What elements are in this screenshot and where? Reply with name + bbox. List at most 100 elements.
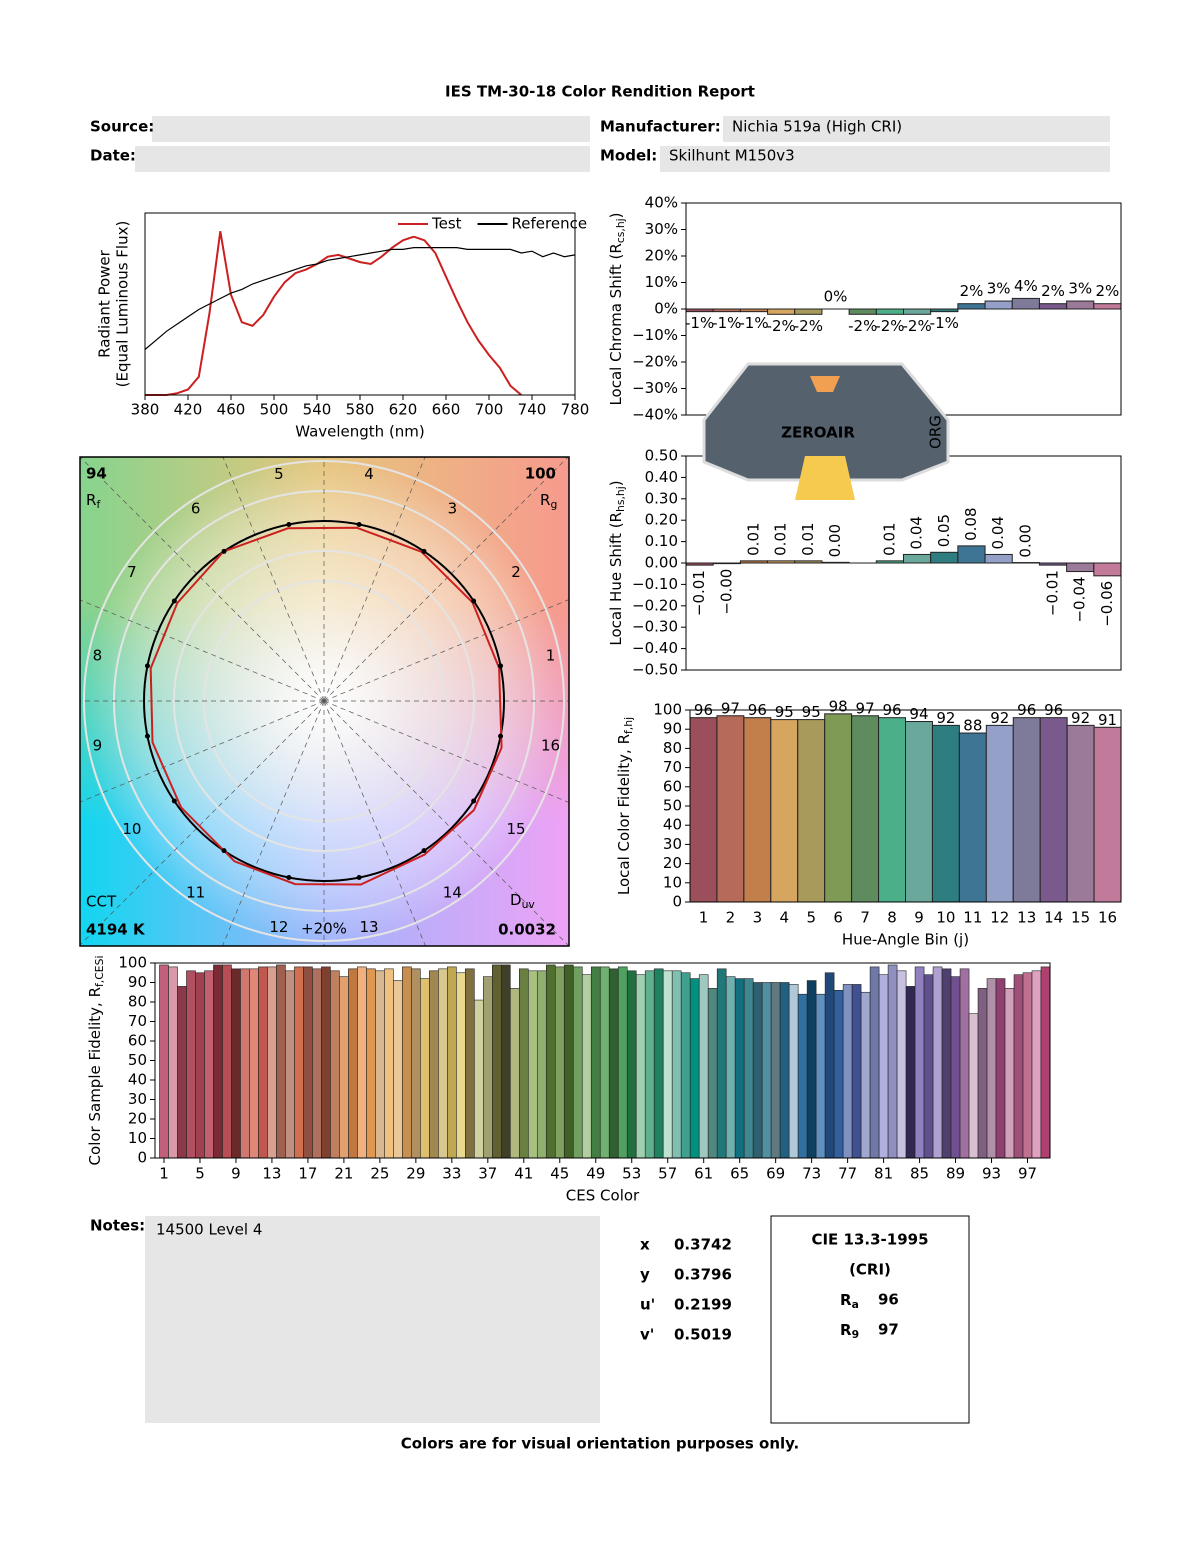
x-tick-label: 3 [753, 909, 763, 927]
bar [186, 970, 196, 1159]
field-box [152, 116, 590, 142]
x-tick-label: 620 [389, 401, 418, 419]
y-tick-label: 60 [128, 1032, 147, 1050]
x-tick-label: 740 [518, 401, 547, 419]
cri-symbol-sub: a [852, 1298, 859, 1311]
duv-label-sub: uv [522, 898, 536, 911]
bin-label: 6 [191, 499, 201, 517]
bar [285, 970, 295, 1159]
x-tick-label: 5 [806, 909, 816, 927]
y-tick-label: 60 [663, 777, 682, 795]
bar [767, 308, 796, 315]
cri-symbol-sub: 9 [852, 1328, 860, 1341]
x-tick-label: 21 [334, 1165, 353, 1183]
bar [1022, 972, 1033, 1159]
value-label: 0.01 [772, 522, 790, 555]
duv-value: 0.0032 [498, 921, 556, 939]
cri-value: 97 [878, 1321, 899, 1339]
bar [851, 715, 880, 903]
bar [501, 964, 511, 1159]
bar [923, 974, 934, 1159]
y-tick-label: 70 [128, 1012, 147, 1030]
bar [767, 560, 796, 564]
rg-value: 100 [525, 465, 556, 483]
cct-title: CCT [86, 893, 117, 911]
bar [833, 989, 844, 1159]
bar [689, 978, 700, 1159]
rg-label-sub: g [550, 498, 557, 511]
y-tick-label: 100 [653, 701, 682, 719]
y-tick-label: 10% [645, 273, 678, 291]
x-tick-label: 73 [802, 1165, 821, 1183]
x-tick-label: 97 [1018, 1165, 1037, 1183]
value-label: -2% [875, 317, 904, 335]
bin-label: 7 [127, 563, 137, 581]
bar [321, 966, 331, 1159]
bar [680, 972, 691, 1159]
y-axis-label-after: ) [607, 212, 625, 218]
y-axis-label-after: ) [607, 480, 625, 486]
bar-chart: -1%-1%-1%-2%-2%0%-2%-2%-2%-1%2% 3% 4% 2% 3% 2… [607, 194, 1122, 424]
x-tick-label: 69 [766, 1165, 785, 1183]
bin-label: 8 [93, 646, 103, 664]
bar [330, 970, 340, 1159]
bar [685, 308, 714, 313]
y-tick-label: 90 [128, 973, 147, 991]
spectrum-line [145, 231, 522, 396]
value-label: 4% [1014, 277, 1038, 295]
bar [821, 561, 850, 564]
bar [950, 976, 961, 1159]
y-tick-label: 40 [128, 1071, 147, 1089]
bar [1093, 303, 1122, 310]
footer-note: Colors are for visual orientation purpos… [401, 1435, 800, 1453]
bin-label: 10 [122, 820, 141, 838]
bar [617, 966, 628, 1159]
bar [779, 982, 790, 1159]
x-axis-label: Wavelength (nm) [295, 423, 425, 441]
watermark: ZEROAIR ORG [702, 362, 950, 500]
x-tick-label: 5 [195, 1165, 205, 1183]
bar [536, 970, 547, 1159]
notes-box [145, 1216, 600, 1423]
x-tick-label: 700 [475, 401, 504, 419]
bar [348, 968, 358, 1159]
y-tick-label: 50 [128, 1051, 147, 1069]
x-tick-label: 9 [231, 1165, 241, 1183]
bar [204, 970, 214, 1159]
y-axis-label-sub: f,hj [622, 717, 635, 734]
y-tick-label: −0.10 [632, 575, 678, 593]
value-label: −0.01 [690, 570, 708, 616]
value-label: 92 [936, 709, 955, 727]
value-label: 88 [963, 717, 982, 735]
bar [860, 991, 871, 1159]
x-tick-label: 89 [946, 1165, 965, 1183]
bar [465, 968, 475, 1159]
cri-title: CIE 13.3-1995 [811, 1231, 928, 1249]
bin-label: 4 [364, 465, 374, 483]
x-tick-label: 45 [550, 1165, 569, 1183]
bar [842, 984, 853, 1159]
notes-text: 14500 Level 4 [156, 1221, 262, 1239]
bar [905, 986, 916, 1159]
bar [712, 562, 741, 565]
coordinate-value: 0.2199 [674, 1296, 732, 1314]
bar [984, 300, 1013, 310]
value-label: 3% [1068, 280, 1092, 298]
bar [905, 721, 933, 903]
bar [734, 978, 745, 1159]
bin-label: 16 [541, 737, 560, 755]
coordinate-label: y [640, 1266, 650, 1284]
bar [393, 980, 403, 1159]
bar [930, 551, 959, 564]
bar [581, 974, 592, 1159]
bar [878, 974, 889, 1159]
y-tick-label: 0.30 [645, 489, 678, 507]
bar [1004, 988, 1015, 1159]
x-tick-label: 420 [174, 401, 203, 419]
bar [794, 560, 823, 564]
coordinate-label: x [640, 1236, 650, 1254]
y-tick-label: −0.30 [632, 618, 678, 636]
bar [438, 968, 448, 1159]
bin-marker [144, 733, 150, 739]
